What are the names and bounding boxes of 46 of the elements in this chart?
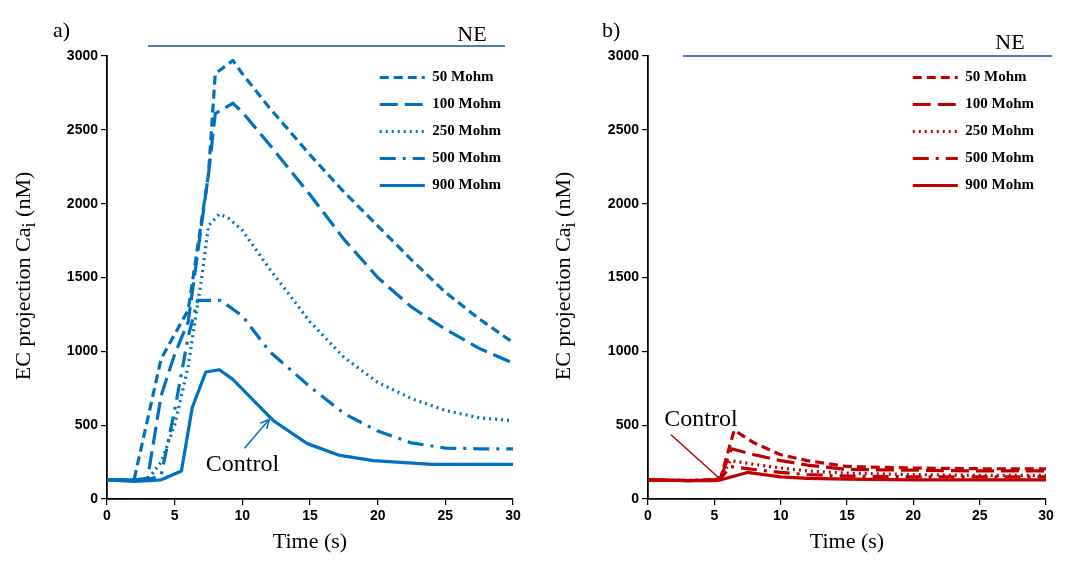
annotation: Control (205, 449, 280, 476)
legend-label: 500 Mohm (432, 149, 502, 166)
legend-label: 900 Mohm (965, 176, 1035, 193)
y-tick-label: 500 (74, 416, 99, 433)
legend-label: 500 Mohm (965, 149, 1035, 166)
y-tick-label: 2000 (66, 194, 99, 211)
x-tick-label: 0 (644, 507, 653, 524)
y-tick-label: 2500 (66, 120, 99, 137)
legend-label: 250 Mohm (965, 122, 1035, 139)
legend-label: 900 Mohm (432, 176, 502, 193)
x-tick-label: 15 (839, 507, 855, 524)
legend-label: 100 Mohm (965, 95, 1035, 112)
chart-title: a) (53, 17, 71, 43)
x-tick-label: 5 (170, 507, 179, 524)
y-tick-label: 3000 (66, 46, 99, 63)
legend-label: 250 Mohm (432, 122, 502, 139)
y-tick-label: 0 (631, 489, 640, 506)
x-tick-label: 20 (905, 507, 922, 524)
legend-label: 50 Mohm (965, 68, 1027, 85)
legend-label: 100 Mohm (432, 95, 502, 112)
x-tick-label: 0 (103, 507, 112, 524)
y-tick-label: 0 (90, 489, 99, 506)
y-tick-label: 1000 (66, 342, 99, 359)
y-tick-label: 1500 (66, 268, 99, 285)
x-tick-label: 25 (971, 507, 988, 524)
y-tick-label: 500 (615, 416, 640, 433)
x-tick-label: 20 (369, 507, 386, 524)
y-tick-label: 2500 (607, 120, 640, 137)
annotation: Control (664, 405, 738, 432)
x-tick-label: 30 (1038, 507, 1054, 524)
text: NE (457, 21, 487, 47)
x-tick-label: 10 (234, 507, 251, 524)
x-axis-title: Time (s) (809, 527, 885, 553)
x-tick-label: 25 (437, 507, 454, 524)
x-tick-label: 5 (710, 507, 719, 524)
legend-label: 50 Mohm (432, 68, 494, 85)
x-axis-title: Time (s) (272, 527, 348, 553)
y-tick-label: 3000 (607, 46, 640, 63)
x-tick-label: 15 (302, 507, 318, 524)
text: NE (995, 29, 1025, 55)
x-tick-label: 10 (772, 507, 789, 524)
y-tick-label: 1000 (607, 342, 640, 359)
chart-title: b) (602, 17, 621, 43)
y-tick-label: 1500 (607, 268, 640, 285)
x-tick-label: 30 (505, 507, 521, 524)
y-tick-label: 2000 (607, 194, 640, 211)
